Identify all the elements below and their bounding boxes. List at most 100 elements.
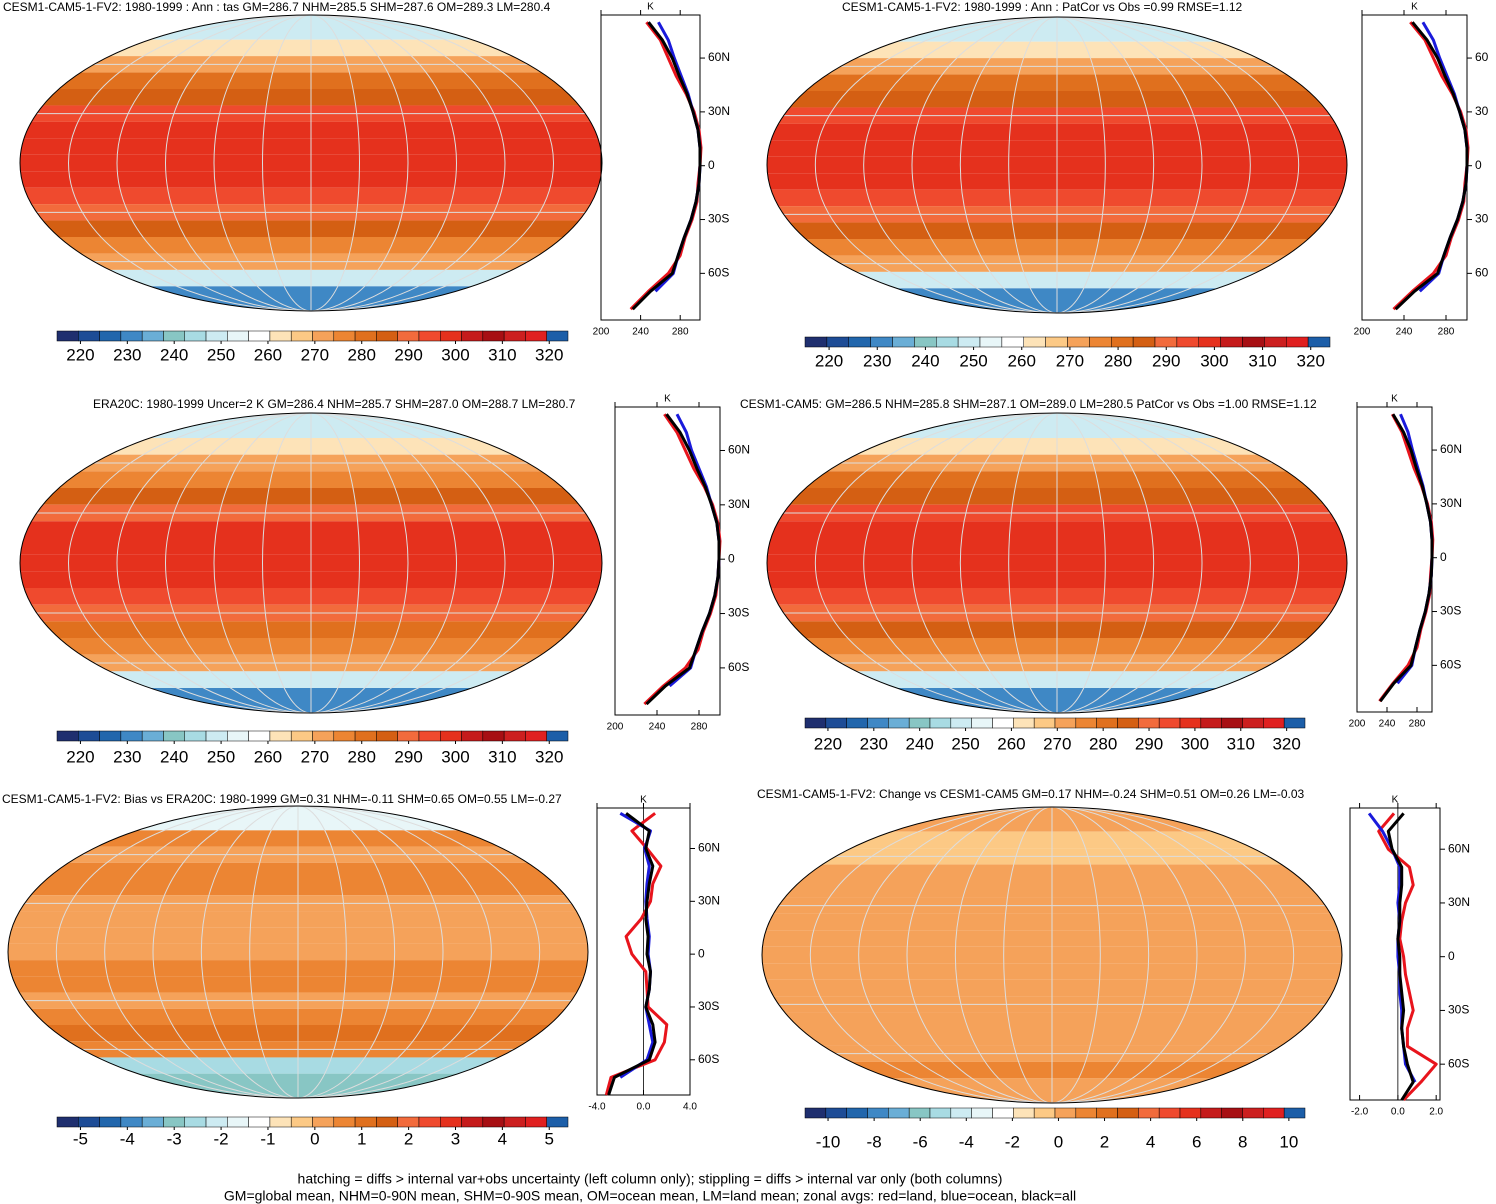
meridian: [68, 15, 554, 311]
colorbar-box: [312, 1116, 335, 1128]
colorbar-box: [804, 336, 828, 348]
colorbar-box: [1198, 336, 1221, 348]
colorbar-label: 220: [66, 345, 94, 364]
colorbar-box: [1045, 336, 1068, 348]
colorbar-box: [397, 330, 420, 342]
y-tick-label: 0: [698, 946, 705, 960]
x-tick-label: 240: [1379, 719, 1396, 730]
colorbar-label: -4: [959, 1132, 974, 1151]
colorbar-box: [914, 336, 937, 348]
colorbar-label: 5: [545, 1129, 554, 1148]
zonal-line: [1379, 413, 1434, 703]
colorbar-label: -10: [816, 1132, 841, 1151]
colorbar-box: [141, 1116, 164, 1128]
colorbar-label: 240: [160, 747, 188, 766]
colorbar-label: -2: [214, 1129, 229, 1148]
map-panel: ERA20C: 1980-1999 Uncer=2 K GM=286.4 NHM…: [19, 397, 603, 766]
colorbar-box: [418, 330, 441, 342]
colorbar-box: [503, 730, 526, 742]
colorbar-box: [525, 730, 547, 742]
meridian: [959, 413, 1155, 713]
colorbar-box: [950, 1107, 972, 1119]
colorbar-box: [248, 1116, 271, 1128]
colorbar-box: [333, 1116, 356, 1128]
colorbar-box: [870, 336, 893, 348]
meridian: [213, 413, 409, 713]
x-axis-label: K: [1391, 394, 1398, 405]
colorbar-box: [141, 330, 164, 342]
colorbar-label: 250: [951, 734, 979, 753]
colorbar-box: [1263, 1107, 1285, 1119]
colorbar-box: [141, 730, 164, 742]
zonal-line: [1394, 21, 1469, 311]
colorbar-label: 230: [860, 734, 888, 753]
meridian: [814, 413, 1300, 713]
x-axis-label: K: [1411, 2, 1418, 13]
zonal-line: [629, 21, 703, 311]
meridian: [200, 806, 396, 1098]
colorbar-box: [269, 1116, 292, 1128]
meridian: [954, 807, 1150, 1103]
colorbar-box: [1158, 1107, 1181, 1119]
colorbar-label: 0: [310, 1129, 319, 1148]
zonal-line: [1378, 413, 1435, 703]
zonal-plot: K 200 240 280 60N 30N 0 30S 60S: [593, 2, 730, 338]
colorbar-label: 230: [863, 351, 891, 370]
colorbar-label: 2: [1100, 1132, 1109, 1151]
meridian: [213, 15, 409, 311]
colorbar-box: [826, 336, 849, 348]
x-tick-label: 0.0: [1391, 1107, 1405, 1118]
colorbar-box: [1117, 1107, 1139, 1119]
colorbar-box: [354, 730, 377, 742]
colorbar-label: 2: [404, 1129, 413, 1148]
y-tick-label: 30: [1475, 104, 1489, 118]
meridian: [809, 807, 1295, 1103]
meridian: [55, 806, 541, 1098]
colorbar-box: [354, 1116, 377, 1128]
colorbar-label: 280: [1089, 734, 1117, 753]
colorbar-box: [269, 730, 292, 742]
colorbar-box: [99, 330, 122, 342]
colorbar-box: [1176, 336, 1199, 348]
colorbar-box: [1054, 1107, 1077, 1119]
colorbar-box: [1200, 717, 1222, 729]
meridian: [68, 413, 554, 713]
map-outline: [766, 412, 1348, 714]
colorbar-label: 320: [1297, 351, 1325, 370]
x-tick-label: 280: [1409, 719, 1426, 730]
y-tick-label: 60S: [698, 1052, 719, 1066]
colorbar-label: 290: [394, 747, 422, 766]
colorbar-box: [825, 717, 847, 729]
y-tick-label: 0: [708, 158, 715, 172]
y-tick-label: 60S: [1440, 658, 1461, 672]
zonal-line: [1418, 21, 1469, 293]
colorbar-box: [205, 330, 228, 342]
colorbar-label: -4: [120, 1129, 135, 1148]
y-tick-label: 30S: [1448, 1003, 1469, 1017]
map-panel: CESM1-CAM5-1-FV2: 1980-1999 : Ann : tas …: [3, 0, 603, 364]
colorbar-box: [867, 1107, 889, 1119]
colorbar-box: [56, 330, 79, 342]
colorbar-label: 230: [113, 345, 141, 364]
colorbar-box: [376, 330, 398, 342]
zonal-plot: K 200 240 280 60 30 0 30 60: [1354, 2, 1489, 338]
colorbar-box: [248, 730, 271, 742]
colorbar-box: [1283, 717, 1306, 729]
x-tick-label: 200: [1354, 327, 1371, 338]
colorbar-box: [1242, 717, 1264, 729]
colorbar-box: [440, 1116, 462, 1128]
colorbar-label: -1: [260, 1129, 275, 1148]
colorbar-box: [1179, 717, 1202, 729]
colorbar-box: [120, 1116, 143, 1128]
colorbar-label: 250: [207, 345, 235, 364]
colorbar-box: [269, 330, 292, 342]
colorbar-box: [333, 730, 356, 742]
plot-frame: [1349, 807, 1441, 1101]
colorbar-label: 4: [1146, 1132, 1155, 1151]
colorbar-label: 270: [301, 345, 329, 364]
footnote: GM=global mean, NHM=0-90N mean, SHM=0-90…: [224, 1188, 1076, 1204]
colorbar-box: [1067, 336, 1090, 348]
x-tick-label: 240: [1396, 327, 1413, 338]
colorbar-box: [1179, 1107, 1202, 1119]
